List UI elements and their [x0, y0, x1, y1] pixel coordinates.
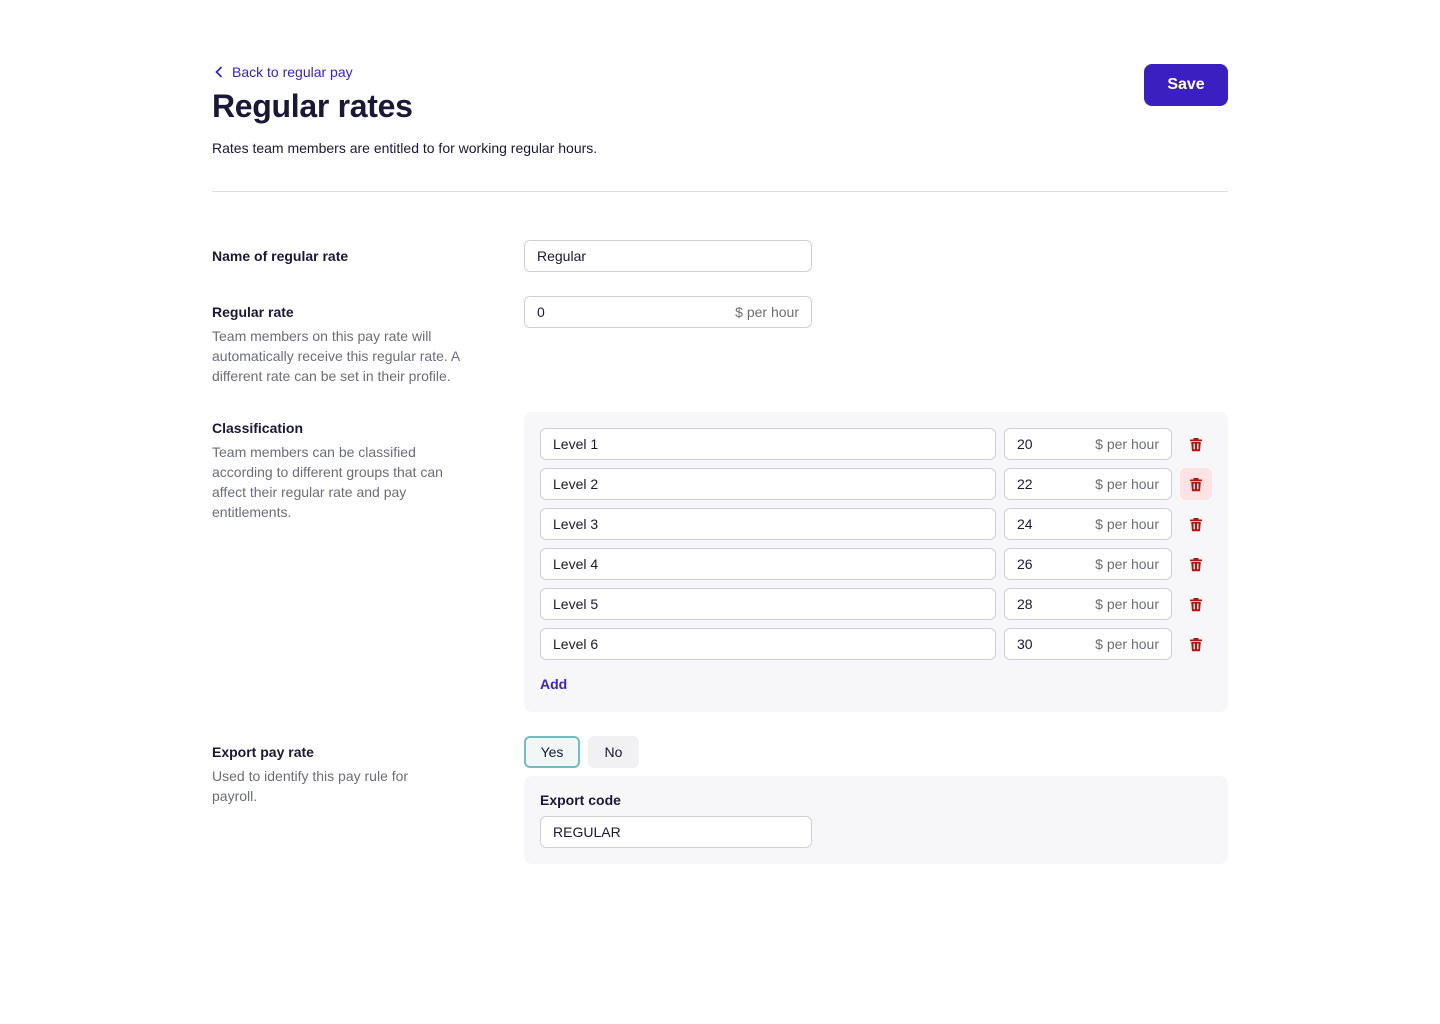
classification-row: Level 2 22 $ per hour: [540, 468, 1228, 500]
chevron-left-icon: [215, 66, 222, 78]
classification-row: Level 3 24 $ per hour: [540, 508, 1228, 540]
classification-rate-value: 22: [1017, 476, 1033, 492]
delete-classification-button[interactable]: [1180, 628, 1212, 660]
classification-name-value: Level 2: [553, 476, 599, 492]
classification-row: Level 6 30 $ per hour: [540, 628, 1228, 660]
classification-rate-value: 30: [1017, 636, 1033, 652]
classification-rate-suffix: $ per hour: [1095, 596, 1159, 612]
trash-icon: [1189, 517, 1203, 532]
back-link-label: Back to regular pay: [232, 64, 353, 80]
classification-rate-suffix: $ per hour: [1095, 636, 1159, 652]
trash-icon: [1189, 477, 1203, 492]
trash-icon: [1189, 597, 1203, 612]
classification-rate-value: 20: [1017, 436, 1033, 452]
header-divider: [212, 191, 1228, 192]
classification-row: Level 5 28 $ per hour: [540, 588, 1228, 620]
page-subtitle: Rates team members are entitled to for w…: [212, 140, 598, 156]
delete-classification-button[interactable]: [1180, 428, 1212, 460]
classification-rate-suffix: $ per hour: [1095, 476, 1159, 492]
classification-name-value: Level 4: [553, 556, 599, 572]
classification-rate-value: 26: [1017, 556, 1033, 572]
classification-name-input[interactable]: Level 6: [540, 628, 996, 660]
classification-name-input[interactable]: Level 4: [540, 548, 996, 580]
classification-row: Level 4 26 $ per hour: [540, 548, 1228, 580]
regular-rate-input[interactable]: 0 $ per hour: [524, 296, 812, 328]
regular-rate-name-value: Regular: [537, 248, 587, 264]
regular-rate-suffix: $ per hour: [735, 304, 799, 320]
trash-icon: [1189, 437, 1203, 452]
classification-name-value: Level 3: [553, 516, 599, 532]
export-code-panel: Export code REGULAR: [524, 776, 1228, 864]
classification-name-input[interactable]: Level 3: [540, 508, 996, 540]
regular-rate-help: Team members on this pay rate will autom…: [212, 328, 460, 384]
trash-icon: [1189, 557, 1203, 572]
regular-rate-value: 0: [537, 304, 545, 320]
classification-help: Team members can be classified according…: [212, 444, 443, 520]
export-code-label: Export code: [540, 792, 621, 808]
export-code-value: REGULAR: [553, 824, 621, 840]
classification-rate-value: 28: [1017, 596, 1033, 612]
regular-rate-label: Regular rate: [212, 304, 294, 320]
classification-rate-input[interactable]: 28 $ per hour: [1004, 588, 1172, 620]
classification-rate-input[interactable]: 26 $ per hour: [1004, 548, 1172, 580]
page-title: Regular rates: [212, 88, 413, 124]
classification-panel: Level 1 20 $ per hour Level 2 22 $ per hour Le…: [524, 412, 1228, 712]
classification-rate-input[interactable]: 22 $ per hour: [1004, 468, 1172, 500]
classification-name-input[interactable]: Level 2: [540, 468, 996, 500]
delete-classification-button[interactable]: [1180, 508, 1212, 540]
classification-name-input[interactable]: Level 1: [540, 428, 996, 460]
classification-name-value: Level 6: [553, 636, 599, 652]
trash-icon: [1189, 637, 1203, 652]
export-code-input[interactable]: REGULAR: [540, 816, 812, 848]
classification-rate-input[interactable]: 30 $ per hour: [1004, 628, 1172, 660]
delete-classification-button[interactable]: [1180, 548, 1212, 580]
export-yes-button[interactable]: Yes: [524, 736, 580, 768]
regular-rate-name-input[interactable]: Regular: [524, 240, 812, 272]
classification-name-value: Level 5: [553, 596, 599, 612]
classification-name-input[interactable]: Level 5: [540, 588, 996, 620]
classification-row: Level 1 20 $ per hour: [540, 428, 1228, 460]
name-of-regular-rate-label: Name of regular rate: [212, 248, 349, 264]
classification-rate-suffix: $ per hour: [1095, 516, 1159, 532]
classification-rate-value: 24: [1017, 516, 1033, 532]
add-classification-link[interactable]: Add: [540, 676, 568, 692]
export-pay-rate-help: Used to identify this pay rule for payro…: [212, 768, 409, 804]
classification-label: Classification: [212, 420, 304, 436]
back-to-regular-pay-link[interactable]: Back to regular pay: [212, 63, 353, 81]
classification-rate-input[interactable]: 24 $ per hour: [1004, 508, 1172, 540]
classification-rate-suffix: $ per hour: [1095, 556, 1159, 572]
export-no-button[interactable]: No: [588, 736, 639, 768]
classification-name-value: Level 1: [553, 436, 599, 452]
export-pay-rate-label: Export pay rate: [212, 744, 314, 760]
save-button[interactable]: Save: [1144, 64, 1228, 106]
delete-classification-button[interactable]: [1180, 588, 1212, 620]
classification-rate-suffix: $ per hour: [1095, 436, 1159, 452]
delete-classification-button[interactable]: [1180, 468, 1212, 500]
classification-rate-input[interactable]: 20 $ per hour: [1004, 428, 1172, 460]
